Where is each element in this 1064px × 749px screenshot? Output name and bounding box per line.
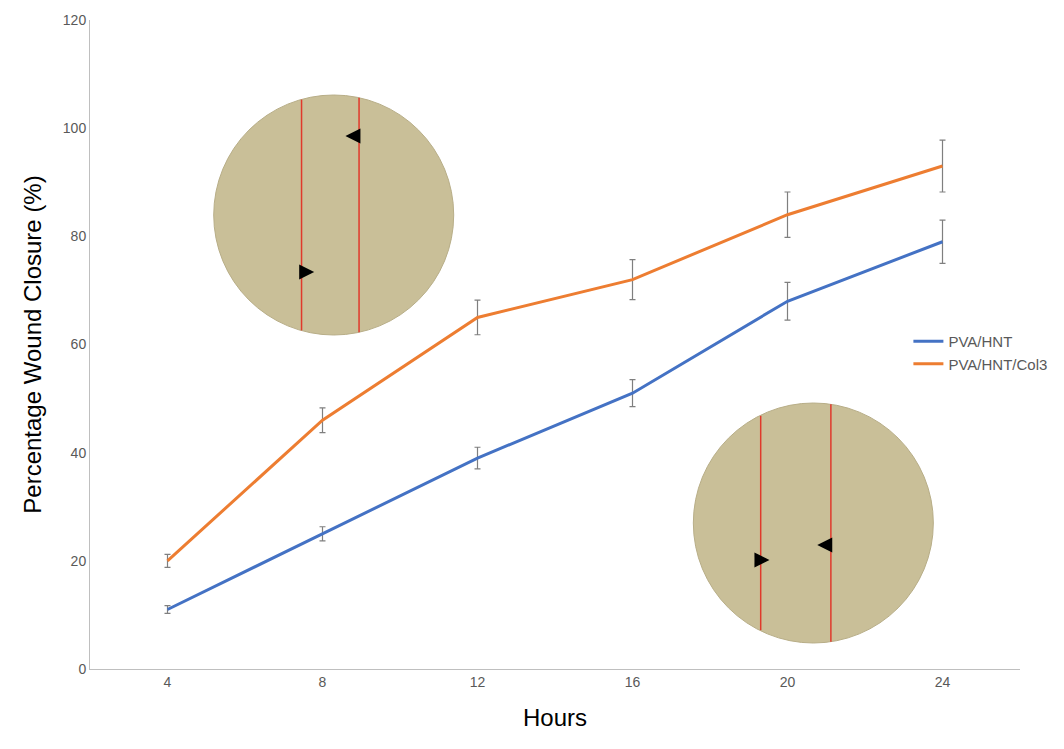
svg-text:20: 20 xyxy=(780,674,796,690)
svg-text:8: 8 xyxy=(319,674,327,690)
svg-text:Hours: Hours xyxy=(523,704,587,731)
svg-text:PVA/HNT: PVA/HNT xyxy=(948,333,1012,350)
svg-text:12: 12 xyxy=(470,674,486,690)
svg-text:60: 60 xyxy=(71,336,87,352)
svg-text:40: 40 xyxy=(71,445,87,461)
svg-text:80: 80 xyxy=(71,228,87,244)
svg-text:16: 16 xyxy=(625,674,641,690)
svg-text:4: 4 xyxy=(164,674,172,690)
svg-text:100: 100 xyxy=(63,120,87,136)
svg-text:20: 20 xyxy=(71,553,87,569)
svg-text:0: 0 xyxy=(78,661,86,677)
svg-text:24: 24 xyxy=(935,674,951,690)
svg-text:120: 120 xyxy=(63,12,87,28)
svg-text:Percentage Wound Closure (%): Percentage Wound Closure (%) xyxy=(19,175,46,513)
svg-text:PVA/HNT/Col3: PVA/HNT/Col3 xyxy=(948,356,1047,373)
